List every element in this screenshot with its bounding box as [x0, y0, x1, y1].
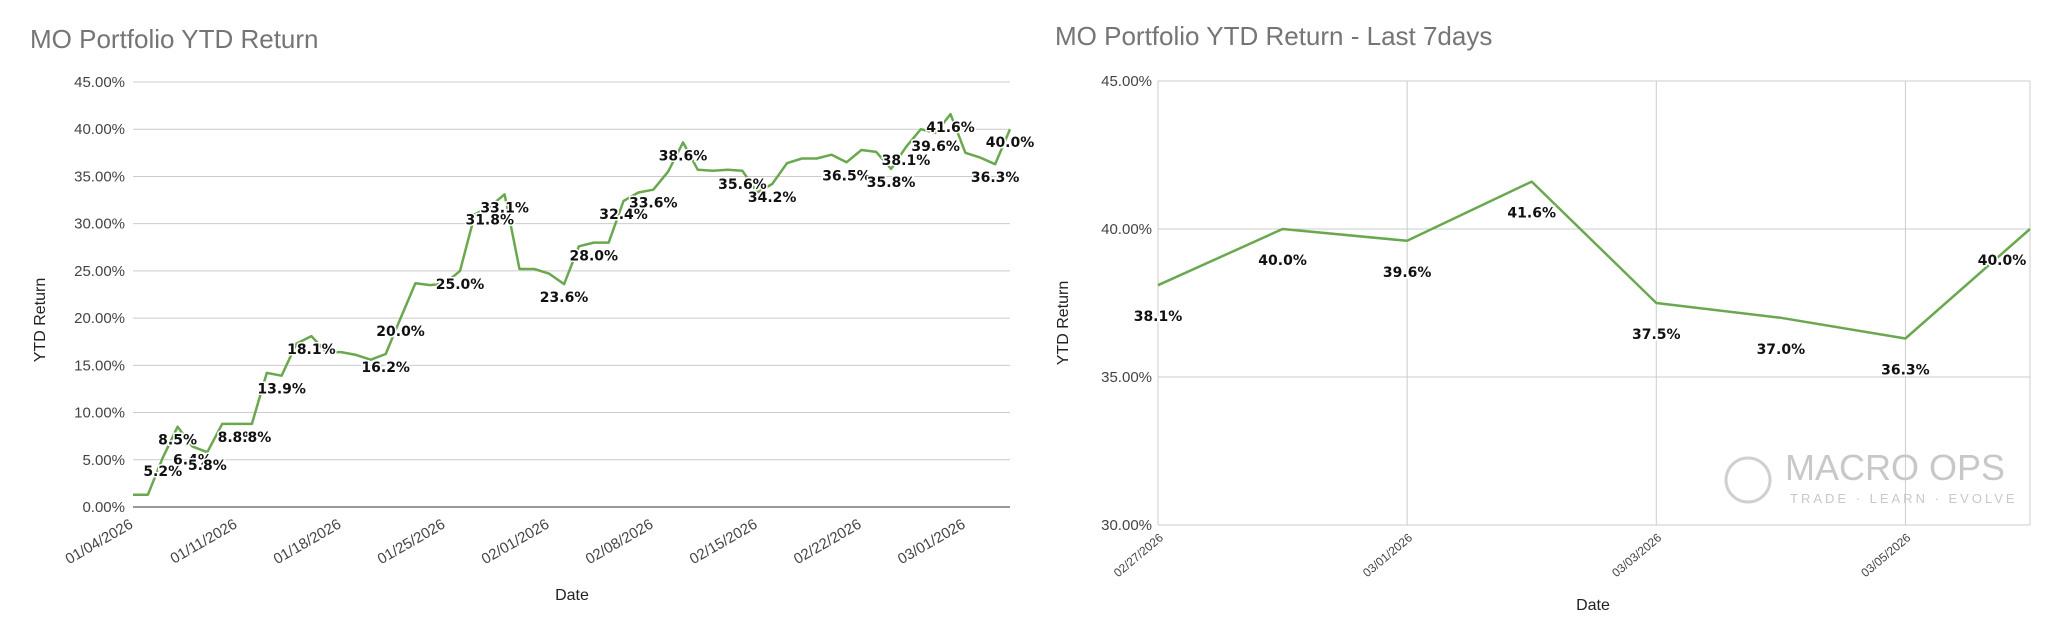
- data-label: 20.0%: [376, 324, 425, 340]
- data-label: 36.5%: [822, 168, 871, 184]
- data-label: 38.1%: [1134, 309, 1183, 325]
- ytd-return-last-7days-chart: MO Portfolio YTD Return - Last 7days 30.…: [1055, 21, 2031, 614]
- x-axis-label: Date: [555, 587, 589, 604]
- data-label: 40.0%: [1978, 253, 2027, 269]
- data-labels: 5.2% 8.5% 6.4%5.8% 8.8%8.8% 13.9% 18.1% 16.2% 2…: [142, 119, 1036, 482]
- data-label: 37.0%: [1757, 342, 1806, 358]
- data-label: 28.0%: [570, 249, 619, 265]
- y-tick-label: 20.00%: [74, 310, 125, 327]
- y-tick-label: 45.00%: [1101, 73, 1152, 90]
- y-axis-ticks: 0.00% 5.00% 10.00% 15.00% 20.00% 25.00% 30.00%…: [74, 74, 125, 516]
- data-label: 34.2%: [748, 190, 797, 206]
- y-tick-label: 10.00%: [74, 405, 125, 422]
- y-tick-label: 5.00%: [82, 452, 125, 469]
- data-label: 23.6%: [540, 290, 589, 306]
- x-tick-label: 03/01/2026: [1360, 530, 1415, 580]
- data-label: 6.4%: [173, 453, 212, 469]
- y-tick-label: 0.00%: [82, 499, 125, 516]
- x-tick-label: 02/27/2026: [1111, 530, 1166, 580]
- data-labels: 38.1% 40.0% 39.6% 41.6% 37.5% 37.0% 36.3% 40.0%: [1132, 204, 2028, 380]
- x-tick-label: 02/22/2026: [791, 516, 865, 568]
- x-axis-ticks: 01/04/2026 01/11/2026 01/18/2026 01/25/2026…: [62, 516, 968, 568]
- x-tick-label: 01/25/2026: [375, 516, 449, 568]
- data-label: 8.8%: [233, 430, 272, 446]
- data-label: 33.1%: [480, 200, 529, 216]
- data-label: 38.6%: [659, 148, 708, 164]
- data-label: 5.2%: [143, 464, 182, 480]
- data-label: 41.6%: [1507, 206, 1556, 222]
- y-axis-label: YTD Return: [32, 278, 49, 362]
- macro-ops-logo-icon: [1724, 456, 1772, 504]
- data-label: 36.3%: [971, 170, 1020, 186]
- data-label: 36.3%: [1881, 363, 1930, 379]
- x-tick-label: 02/15/2026: [687, 516, 761, 568]
- x-tick-label: 02/01/2026: [479, 516, 553, 568]
- data-label: 37.5%: [1632, 327, 1681, 343]
- chart-title: MO Portfolio YTD Return - Last 7days: [1055, 21, 1492, 51]
- y-tick-label: 30.00%: [1101, 517, 1152, 534]
- data-label: 31.8%: [465, 213, 514, 229]
- gridlines: [1157, 80, 2031, 526]
- x-tick-label: 02/08/2026: [583, 516, 657, 568]
- y-tick-label: 15.00%: [74, 357, 125, 374]
- data-label: 39.6%: [911, 139, 960, 155]
- y-tick-label: 35.00%: [74, 168, 125, 185]
- data-label: 40.0%: [1258, 253, 1307, 269]
- data-label: 8.8%: [218, 430, 257, 446]
- x-axis-label: Date: [1576, 597, 1610, 614]
- x-tick-label: 01/04/2026: [62, 516, 136, 568]
- ytd-return-chart: MO Portfolio YTD Return 0.00% 5.00% 10.00%…: [30, 24, 1036, 604]
- y-tick-label: 45.00%: [74, 74, 125, 91]
- chart-title: MO Portfolio YTD Return: [30, 24, 319, 54]
- x-tick-label: 03/05/2026: [1858, 530, 1913, 580]
- x-tick-label: 03/01/2026: [895, 516, 969, 568]
- y-tick-label: 30.00%: [74, 216, 125, 233]
- data-label: 16.2%: [361, 360, 410, 376]
- y-tick-label: 40.00%: [74, 121, 125, 138]
- y-axis-ticks: 30.00% 35.00% 40.00% 45.00%: [1101, 73, 1152, 534]
- data-label: 33.6%: [629, 196, 678, 212]
- x-tick-label: 03/03/2026: [1609, 530, 1664, 580]
- data-label: 35.6%: [718, 177, 767, 193]
- data-label: 32.4%: [599, 207, 648, 223]
- data-label: 13.9%: [257, 382, 306, 398]
- watermark-brand: MACRO OPS: [1785, 447, 2005, 488]
- data-label: 41.6%: [926, 120, 975, 136]
- x-axis-ticks: 02/27/2026 03/01/2026 03/03/2026 03/05/2026: [1111, 530, 1914, 580]
- data-label: 35.8%: [867, 175, 916, 191]
- y-tick-label: 35.00%: [1101, 369, 1152, 386]
- series-line: [133, 112, 1012, 496]
- data-label: 5.8%: [188, 458, 227, 474]
- y-tick-label: 40.00%: [1101, 221, 1152, 238]
- x-tick-label: 01/11/2026: [167, 516, 240, 568]
- watermark-tagline: TRADE · LEARN · EVOLVE: [1790, 491, 2018, 506]
- data-label: 8.5%: [158, 433, 197, 449]
- y-axis-label: YTD Return: [1055, 281, 1072, 365]
- data-label: 40.0%: [986, 135, 1035, 151]
- data-label: 38.1%: [882, 153, 931, 169]
- macro-ops-watermark: MACRO OPS TRADE · LEARN · EVOLVE: [1724, 447, 2018, 506]
- series-line: [1157, 180, 2031, 340]
- gridlines: [133, 81, 1010, 461]
- data-label: 25.0%: [436, 277, 485, 293]
- x-tick-label: 01/18/2026: [271, 516, 345, 568]
- data-label: 18.1%: [287, 342, 336, 358]
- data-label: 39.6%: [1383, 265, 1432, 281]
- y-tick-label: 25.00%: [74, 263, 125, 280]
